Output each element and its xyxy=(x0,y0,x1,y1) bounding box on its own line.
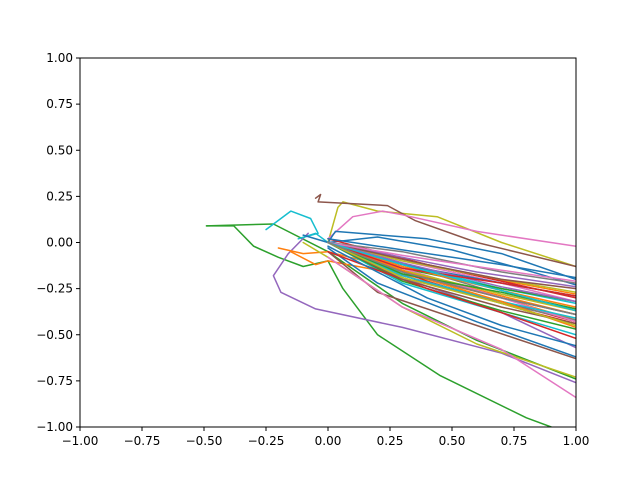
x-tick-label: 0.50 xyxy=(439,434,466,448)
series-line-34 xyxy=(327,241,576,290)
series-line-8 xyxy=(302,230,576,281)
series-line-29 xyxy=(327,238,576,279)
series-line-17 xyxy=(327,256,576,399)
series-line-28 xyxy=(327,241,576,336)
y-tick-label: −0.50 xyxy=(36,328,73,342)
series-line-6 xyxy=(314,193,576,268)
y-tick-label: −0.25 xyxy=(36,282,73,296)
x-tick-label: −1.00 xyxy=(62,434,99,448)
y-tick-label: −0.75 xyxy=(36,374,73,388)
y-tick-label: 0.50 xyxy=(46,143,73,157)
y-tick-label: 0.25 xyxy=(46,189,73,203)
series-line-30 xyxy=(327,241,576,288)
series-line-46 xyxy=(327,241,576,282)
x-tick-label: 1.00 xyxy=(563,434,590,448)
series-layer xyxy=(205,193,576,427)
series-line-49 xyxy=(327,241,576,316)
series-line-45 xyxy=(327,241,576,325)
series-line-47 xyxy=(327,241,576,327)
series-line-14 xyxy=(327,250,576,360)
series-line-7 xyxy=(327,210,576,247)
series-line-4 xyxy=(265,210,329,244)
series-line-9 xyxy=(327,236,576,286)
series-line-39 xyxy=(327,241,576,319)
x-axis: −1.00 −0.75 −0.50 −0.25 0.00 0.25 0.50 0.75 1.00 xyxy=(62,427,590,448)
series-line-43 xyxy=(327,241,576,303)
series-line-35 xyxy=(327,245,576,347)
series-line-44 xyxy=(327,241,576,297)
series-line-19 xyxy=(327,247,576,358)
series-line-3 xyxy=(272,232,576,384)
x-tick-label: −0.50 xyxy=(186,434,223,448)
series-line-33 xyxy=(327,250,576,340)
series-line-5 xyxy=(327,201,576,268)
series-line-37 xyxy=(327,241,576,284)
y-tick-label: 1.00 xyxy=(46,51,73,65)
x-tick-label: 0.75 xyxy=(501,434,528,448)
x-tick-label: 0.00 xyxy=(315,434,342,448)
y-tick-label: 0.75 xyxy=(46,97,73,111)
y-tick-label: −1.00 xyxy=(36,420,73,434)
x-tick-label: −0.25 xyxy=(248,434,285,448)
x-tick-label: −0.75 xyxy=(124,434,161,448)
x-tick-label: 0.25 xyxy=(377,434,404,448)
series-line-32 xyxy=(327,241,576,308)
y-axis: −1.00 −0.75 −0.50 −0.25 0.00 0.25 0.50 0.75 1.00 xyxy=(36,51,80,434)
series-line-48 xyxy=(327,241,576,312)
y-tick-label: 0.00 xyxy=(46,236,73,250)
